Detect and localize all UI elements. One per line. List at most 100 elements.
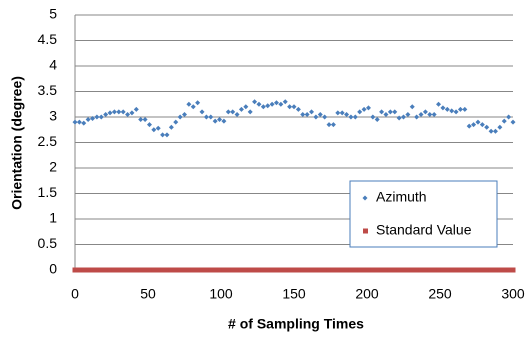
point (335, 267, 341, 273)
point (94, 114, 100, 120)
point (111, 267, 117, 273)
point (164, 267, 170, 273)
point (475, 267, 481, 273)
point (133, 267, 139, 273)
point (374, 267, 380, 273)
point (304, 267, 310, 273)
point (501, 118, 507, 124)
point (479, 267, 485, 273)
point (497, 267, 503, 273)
point (449, 108, 455, 114)
point (387, 267, 393, 273)
point (76, 267, 82, 273)
legend-box (349, 180, 498, 248)
point (90, 116, 96, 122)
point (278, 101, 284, 107)
point (103, 267, 109, 273)
point (466, 267, 472, 273)
point (208, 267, 214, 273)
point (431, 267, 437, 273)
point (225, 267, 231, 273)
point (414, 267, 420, 273)
point (357, 109, 363, 115)
point (466, 123, 472, 129)
point (339, 110, 345, 116)
point (72, 119, 78, 125)
point (387, 109, 393, 115)
point (168, 267, 174, 273)
point (295, 106, 301, 112)
point (195, 267, 201, 273)
point (212, 118, 218, 124)
point (160, 267, 166, 273)
point (273, 267, 279, 273)
x-tick-label: 300 (501, 286, 525, 302)
point (510, 119, 516, 125)
point (431, 111, 437, 117)
y-tick-label: 5 (49, 6, 57, 22)
point (142, 267, 148, 273)
point (383, 111, 389, 117)
point (195, 100, 201, 106)
point (81, 267, 87, 273)
y-tick-label: 1.5 (38, 184, 58, 200)
point (418, 111, 424, 117)
point (230, 109, 236, 115)
point (326, 122, 332, 128)
point (94, 267, 100, 273)
point (309, 109, 315, 115)
point (116, 109, 122, 115)
point (379, 109, 385, 115)
point (313, 114, 319, 120)
point (370, 114, 376, 120)
point (422, 267, 428, 273)
point (190, 104, 196, 110)
point (160, 132, 166, 138)
point (138, 267, 144, 273)
point (462, 106, 468, 112)
point (247, 109, 253, 115)
point (273, 100, 279, 106)
point (125, 267, 131, 273)
point (479, 122, 485, 128)
y-tick-label: 1 (49, 210, 57, 226)
point (396, 267, 402, 273)
point (234, 111, 240, 117)
point (234, 267, 240, 273)
point (282, 267, 288, 273)
point (120, 109, 126, 115)
point (173, 267, 179, 273)
point (344, 111, 350, 117)
point (457, 106, 463, 112)
point (379, 267, 385, 273)
point (396, 115, 402, 121)
point (151, 267, 157, 273)
x-tick-label: 200 (355, 286, 379, 302)
point (418, 267, 424, 273)
point (471, 122, 477, 128)
point (339, 267, 345, 273)
point (252, 267, 258, 273)
point (414, 114, 420, 120)
point (444, 267, 450, 273)
x-tick-label: 250 (428, 286, 452, 302)
point (361, 106, 367, 112)
y-axis-label: Orientation (degree) (9, 76, 25, 210)
point (186, 267, 192, 273)
point (335, 110, 341, 116)
point (129, 110, 135, 116)
x-tick-label: 150 (282, 286, 306, 302)
point (401, 267, 406, 273)
point (405, 267, 411, 273)
point (506, 114, 512, 120)
point (146, 267, 152, 273)
point (475, 119, 481, 125)
point (287, 267, 293, 273)
point (422, 109, 428, 115)
point (440, 105, 446, 111)
point (488, 128, 494, 134)
point (103, 111, 109, 117)
x-tick-label: 100 (209, 286, 233, 302)
point (186, 101, 192, 107)
point (457, 267, 463, 273)
